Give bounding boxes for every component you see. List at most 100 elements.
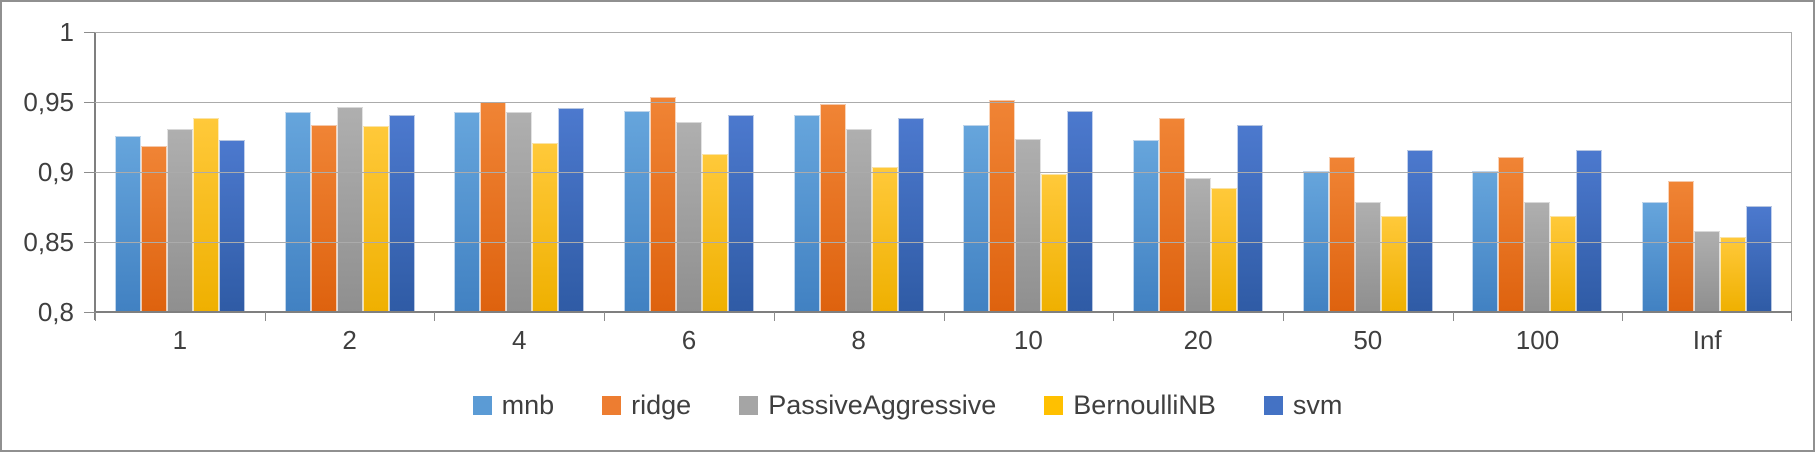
bar-mnb-1: [114, 136, 141, 312]
gridline: [95, 102, 1792, 103]
x-axis-tick: [773, 312, 775, 321]
bar-PassiveAggressive-100: [1524, 201, 1551, 312]
x-axis-tick-label: 20: [1183, 325, 1213, 355]
bar-svm-100: [1576, 150, 1603, 312]
x-axis-tick-label: Inf: [1692, 325, 1722, 355]
y-axis-tick: [84, 242, 95, 243]
bar-mnb-20: [1133, 140, 1160, 312]
legend-label: PassiveAggressive: [768, 390, 997, 420]
x-axis-tick: [434, 312, 436, 321]
bar-svm-Inf: [1746, 206, 1773, 312]
bar-svm-4: [558, 108, 585, 312]
gridline: [95, 242, 1792, 243]
bar-mnb-2: [284, 112, 311, 312]
bar-mnb-100: [1472, 171, 1499, 312]
legend-item-mnb: mnb: [472, 390, 555, 421]
bar-BernoulliNB-Inf: [1720, 236, 1747, 312]
bar-BernoulliNB-8: [871, 166, 898, 312]
bar-PassiveAggressive-4: [506, 112, 533, 312]
bar-PassiveAggressive-Inf: [1694, 231, 1721, 312]
legend-label: mnb: [501, 390, 555, 420]
bar-svm-50: [1406, 150, 1433, 312]
gridline: [95, 172, 1792, 173]
bar-mnb-4: [454, 112, 481, 312]
bar-ridge-1: [140, 145, 167, 312]
legend-item-svm: svm: [1263, 390, 1343, 421]
bar-groups: [95, 32, 1792, 312]
bar-group-10: [944, 32, 1114, 312]
gridline: [95, 32, 1792, 33]
legend-item-ridge: ridge: [602, 390, 691, 421]
x-axis-tick: [1791, 312, 1792, 321]
bar-svm-8: [897, 117, 924, 312]
y-axis-tick: [84, 32, 95, 33]
y-axis-tick-label: 0,85: [23, 227, 74, 257]
legend-label: svm: [1292, 390, 1343, 420]
legend-swatch-icon: [1263, 396, 1283, 415]
bar-BernoulliNB-50: [1380, 215, 1407, 312]
legend-label: ridge: [631, 390, 692, 420]
bar-mnb-50: [1302, 171, 1329, 312]
x-axis-tick: [604, 312, 606, 321]
y-axis-tick-label: 0,9: [37, 157, 74, 187]
bar-mnb-10: [963, 124, 990, 312]
bar-BernoulliNB-2: [362, 126, 389, 312]
x-axis-labels: 1 2 4 6 8 10 20 50 100 Inf: [95, 324, 1792, 356]
legend: mnb ridge PassiveAggressive BernoulliNB svm: [2, 390, 1813, 421]
y-axis-line: [94, 32, 96, 320]
bar-group-1: [95, 32, 265, 312]
bar-ridge-8: [819, 103, 846, 312]
x-axis-tick-label: 8: [851, 325, 866, 355]
bar-ridge-2: [310, 124, 337, 312]
bar-PassiveAggressive-8: [845, 129, 872, 312]
bar-mnb-8: [793, 115, 820, 312]
bar-svm-6: [727, 115, 754, 312]
bar-ridge-6: [649, 96, 676, 312]
bar-BernoulliNB-20: [1211, 187, 1238, 312]
bar-group-6: [604, 32, 774, 312]
bar-ridge-Inf: [1668, 180, 1695, 312]
y-axis-tick-label: 1: [59, 17, 74, 47]
x-axis-tick: [264, 312, 266, 321]
y-axis-tick-label: 0,8: [37, 297, 74, 327]
bar-ridge-4: [480, 102, 507, 312]
bar-group-50: [1283, 32, 1453, 312]
bar-svm-2: [388, 115, 415, 312]
bar-PassiveAggressive-10: [1015, 138, 1042, 312]
bar-PassiveAggressive-20: [1185, 178, 1212, 312]
x-axis-tick: [1282, 312, 1284, 321]
bar-group-4: [434, 32, 604, 312]
bar-mnb-Inf: [1642, 201, 1669, 312]
legend-item-PassiveAggressive: PassiveAggressive: [739, 390, 996, 421]
x-axis-tick: [95, 312, 96, 321]
x-axis-tick: [1113, 312, 1115, 321]
bar-ridge-20: [1159, 117, 1186, 312]
x-axis-tick: [1622, 312, 1624, 321]
y-axis-tick: [84, 102, 95, 103]
bar-BernoulliNB-100: [1550, 215, 1577, 312]
bar-BernoulliNB-6: [701, 154, 728, 312]
bar-BernoulliNB-4: [532, 143, 559, 312]
bar-group-Inf: [1622, 32, 1792, 312]
bar-group-2: [265, 32, 435, 312]
x-axis-tick-label: 10: [1013, 325, 1043, 355]
bar-PassiveAggressive-1: [166, 129, 193, 312]
x-axis-tick-label: 100: [1515, 325, 1560, 355]
bar-ridge-100: [1498, 157, 1525, 312]
legend-item-BernoulliNB: BernoulliNB: [1044, 390, 1216, 421]
y-axis-tick: [84, 172, 95, 173]
x-axis-tick-label: 4: [512, 325, 527, 355]
y-axis-tick-label: 0,95: [23, 87, 74, 117]
bar-mnb-6: [623, 110, 650, 312]
legend-swatch-icon: [602, 396, 622, 415]
x-axis-line: [94, 311, 1792, 313]
x-axis-tick-label: 2: [342, 325, 357, 355]
x-axis-tick-label: 6: [681, 325, 697, 355]
bar-ridge-50: [1328, 157, 1355, 312]
y-axis-tick: [84, 312, 95, 313]
bar-PassiveAggressive-6: [675, 122, 702, 312]
bar-svm-20: [1237, 124, 1264, 312]
x-axis-tick: [943, 312, 945, 321]
x-axis-tick-label: 1: [172, 325, 188, 355]
x-axis-tick: [1452, 312, 1454, 321]
